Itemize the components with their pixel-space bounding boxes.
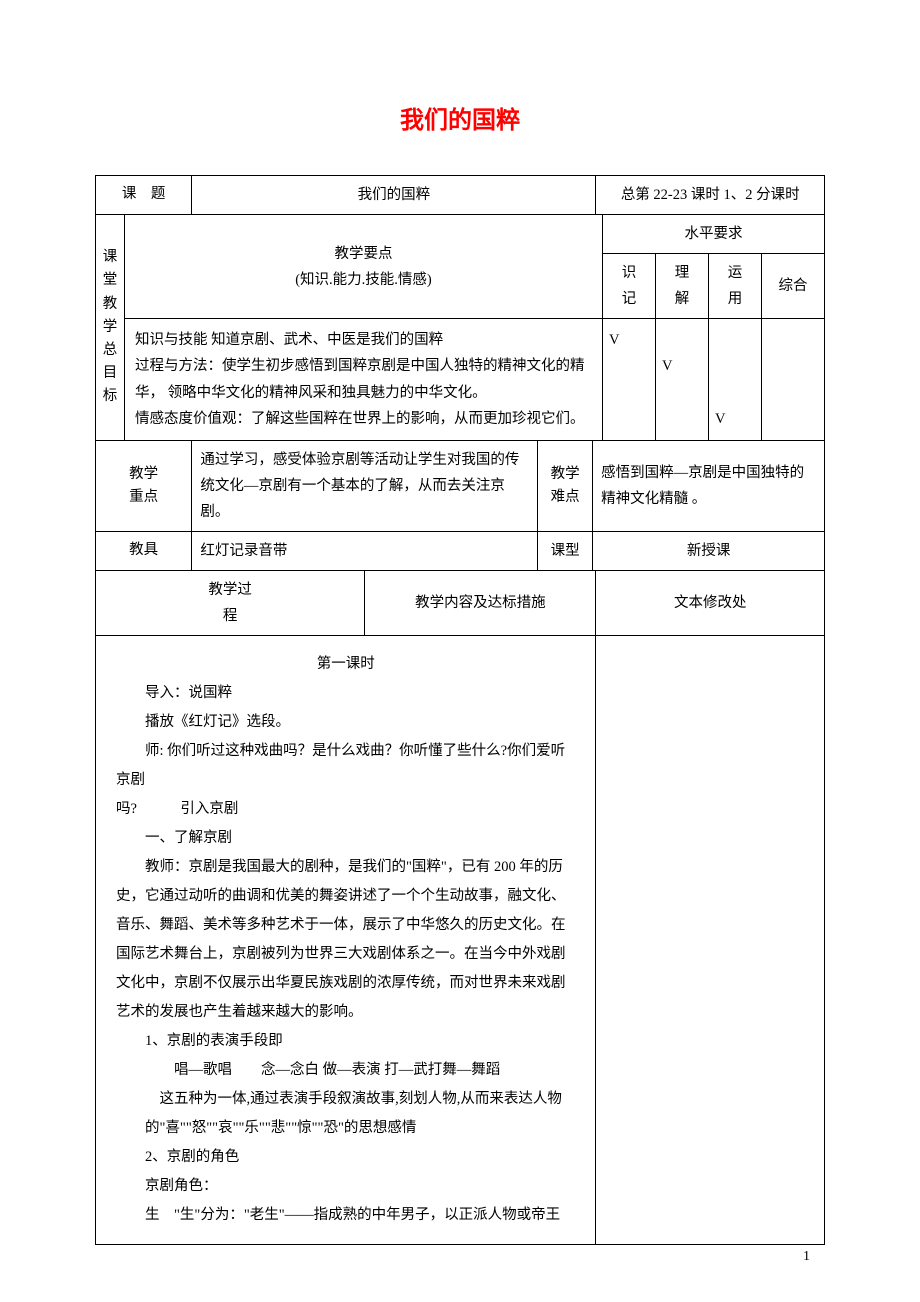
goal-line1: 知识与技能 知道京剧、武术、中医是我们的国粹 — [135, 332, 443, 348]
col-shiji: 识记 — [603, 254, 656, 319]
label-yaodian: 教学要点 (知识.能力.技能.情感) — [125, 215, 603, 319]
label-goals-side: 课堂教学总目标 — [96, 215, 125, 441]
p-intro: 导入：说国粹 — [116, 679, 575, 708]
li-2a: 京剧角色： — [116, 1172, 575, 1201]
label-keti: 课 题 — [96, 176, 192, 215]
label-level: 水平要求 — [603, 215, 825, 254]
value-keti: 我们的国粹 — [192, 176, 596, 215]
goals-content: 知识与技能 知道京剧、武术、中医是我们的国粹 过程与方法：使学生初步感悟到国粹京… — [125, 319, 603, 440]
mark-yunyong: V — [709, 319, 762, 440]
p-play: 播放《红灯记》选段。 — [116, 708, 575, 737]
value-nandian: 感悟到国粹—京剧是中国独特的精神文化精髓 。 — [593, 440, 825, 531]
col-lijie: 理解 — [656, 254, 709, 319]
modify-area — [596, 636, 825, 1245]
lesson-subtitle: 第一课时 — [116, 650, 575, 679]
h-section1: 一、了解京剧 — [116, 824, 575, 853]
value-kexing: 新授课 — [593, 532, 825, 571]
label-process: 教学过程 — [96, 571, 365, 636]
li-2b: 生 "生"分为："老生"——指成熟的中年男子，以正派人物或帝王 — [116, 1201, 575, 1230]
mark-zonghe — [762, 319, 825, 440]
goal-line2: 过程与方法：使学生初步感悟到国粹京剧是中国人独特的精神文化的精华， 领略中华文化… — [135, 358, 585, 400]
page-container: 我们的国粹 课 题 我们的国粹 总第 22-23 课时 1、2 分课时 课堂教学… — [0, 0, 920, 1285]
mark-lijie: V — [656, 319, 709, 440]
p-teacher: 教师：京剧是我国最大的剧种，是我们的"国粹"，已有 200 年的历史，它通过动听… — [116, 853, 575, 1027]
value-keshi: 总第 22-23 课时 1、2 分课时 — [596, 176, 825, 215]
label-jiaoju: 教具 — [96, 532, 192, 571]
li-1: 1、京剧的表演手段即 — [116, 1027, 575, 1056]
page-number: 1 — [803, 1249, 810, 1265]
label-zhongdian: 教学重点 — [96, 440, 192, 531]
label-nandian: 教学难点 — [538, 440, 593, 531]
li-1a: 唱—歌唱 念—念白 做—表演 打—武打舞—舞蹈 — [116, 1056, 575, 1085]
li-1b: 这五种为一体,通过表演手段叙演故事,刻划人物,从而来表达人物的"喜""怒""哀"… — [116, 1085, 575, 1143]
mark-shiji: V — [603, 319, 656, 440]
yaodian-line1: 教学要点 — [335, 246, 393, 262]
main-content: 第一课时 导入：说国粹 播放《红灯记》选段。 师: 你们听过这种戏曲吗？是什么戏… — [96, 636, 596, 1245]
col-zonghe: 综合 — [762, 254, 825, 319]
p-q2: 吗? 引入京剧 — [116, 795, 575, 824]
label-content: 教学内容及达标措施 — [365, 571, 596, 636]
value-jiaoju: 红灯记录音带 — [192, 532, 538, 571]
p-q1: 师: 你们听过这种戏曲吗？是什么戏曲？你听懂了些什么?你们爱听京剧 — [116, 737, 575, 795]
yaodian-line2: (知识.能力.技能.情感) — [295, 272, 432, 288]
label-kexing: 课型 — [538, 532, 593, 571]
goal-line3: 情感态度价值观：了解这些国粹在世界上的影响，从而更加珍视它们。 — [135, 411, 585, 427]
li-2: 2、京剧的角色 — [116, 1143, 575, 1172]
document-title: 我们的国粹 — [95, 100, 825, 135]
lesson-plan-table: 课 题 我们的国粹 总第 22-23 课时 1、2 分课时 课堂教学总目标 教学… — [95, 175, 825, 1245]
value-zhongdian: 通过学习，感受体验京剧等活动让学生对我国的传统文化—京剧有一个基本的了解，从而去… — [192, 440, 538, 531]
label-modify: 文本修改处 — [596, 571, 825, 636]
col-yunyong: 运用 — [709, 254, 762, 319]
